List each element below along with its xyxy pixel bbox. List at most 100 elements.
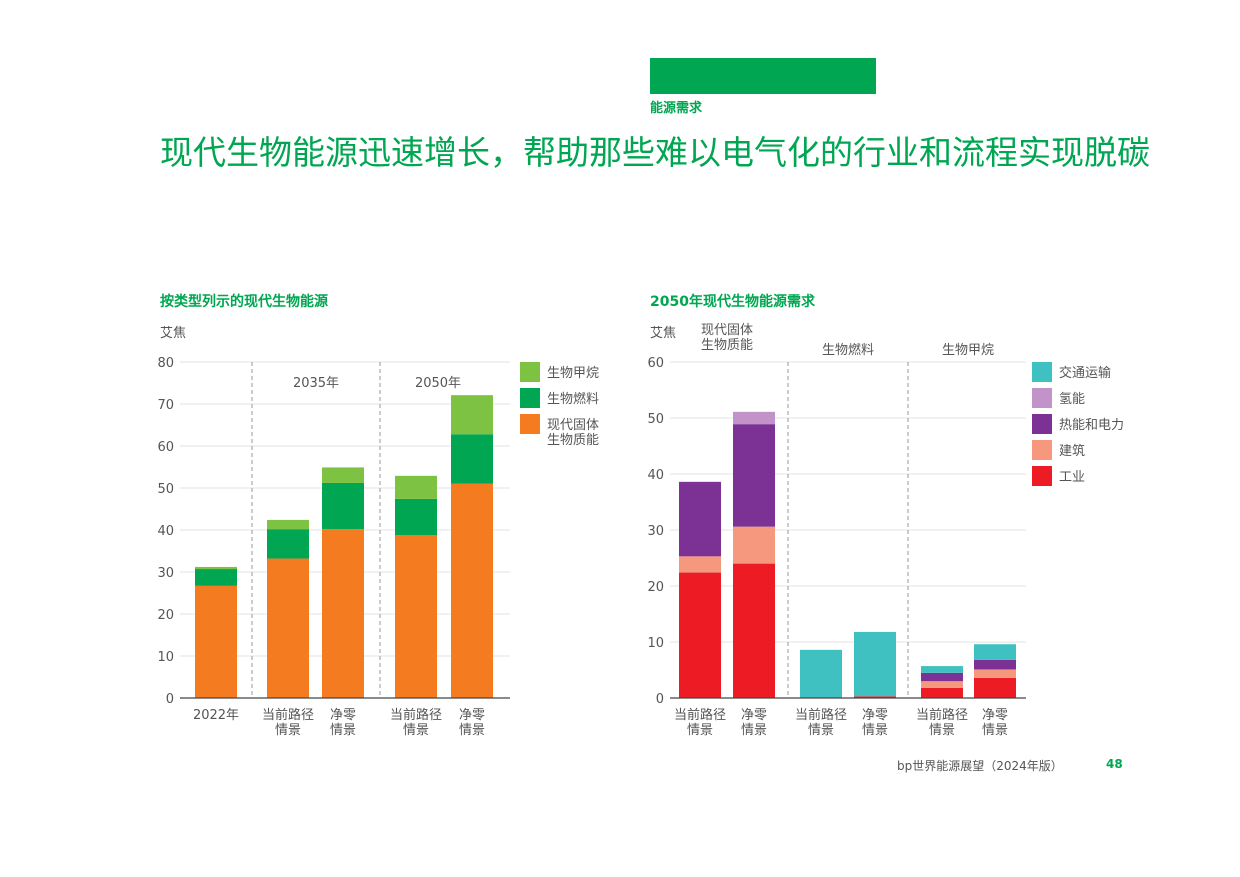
chart1-bar-2-series-2 [267,529,309,559]
chart2-category-label: 情景 [741,723,767,738]
chart1-legend-swatch [520,362,540,382]
chart2-category-label: 情景 [982,723,1008,738]
chart1-y-tick-label: 10 [157,650,174,665]
chart1-y-tick-label: 60 [157,440,174,455]
chart1-y-tick-label: 0 [166,692,174,707]
chart-2-title: 2050年现代生物能源需求 [650,294,815,310]
chart2-y-tick-label: 40 [647,468,664,483]
chart2-category-label: 情景 [808,723,834,738]
chart2-category-label: 当前路径 [916,707,968,723]
chart2-unit-label: 艾焦 [650,326,676,341]
chart2-legend-label: 交通运输 [1059,365,1111,381]
chart1-bar-5-series-1 [451,483,493,698]
chart1-bar-4-series-1 [395,535,437,698]
chart1-category-label: 情景 [275,723,301,738]
chart-1-title: 按类型列示的现代生物能源 [160,294,328,310]
chart1-bar-5-series-3 [451,395,493,435]
footer-publication: bp世界能源展望（2024年版） [897,759,1063,773]
chart1-unit-label: 艾焦 [160,326,186,341]
chart1-bar-1-series-3 [195,566,237,570]
chart2-bar-2-series-1 [733,563,775,698]
chart1-y-tick-label: 50 [157,482,174,497]
chart2-legend-label: 工业 [1059,470,1085,485]
chart2-group-label: 生物质能 [701,338,753,353]
chart1-y-tick-label: 80 [157,356,174,371]
chart1-category-label: 净零 [330,708,356,723]
chart1-group-label: 2050年 [415,376,461,391]
chart2-bar-5-series-5 [921,666,963,673]
chart2-y-tick-label: 50 [647,412,664,427]
chart2-bar-1-series-1 [679,572,721,698]
chart2-bar-1-series-2 [679,556,721,573]
chart2-bar-5-series-1 [921,687,963,698]
chart2-bar-6-series-3 [974,659,1016,670]
chart1-category-label: 当前路径 [262,707,314,723]
chart1-category-label: 情景 [403,723,429,738]
page-number: 48 [1106,757,1123,771]
chart1-bar-3-series-2 [322,482,364,530]
chart1-y-tick-label: 40 [157,524,174,539]
chart2-category-label: 净零 [982,708,1008,723]
chart2-category-label: 情景 [929,723,955,738]
chart2-bar-2-series-2 [733,526,775,564]
chart2-group-label: 生物燃料 [822,342,874,358]
chart2-group-label: 生物甲烷 [942,343,994,358]
chart2-legend-swatch [1032,440,1052,460]
chart1-category-label: 情景 [330,723,356,738]
chart2-category-label: 情景 [687,723,713,738]
chart2-legend-swatch [1032,414,1052,434]
page-title: 现代生物能源迅速增长，帮助那些难以电气化的行业和流程实现脱碳 [160,133,1150,172]
chart1-bar-3-series-1 [322,529,364,698]
chart2-bar-6-series-2 [974,669,1016,678]
chart1-category-label: 2022年 [193,708,239,723]
chart1-legend-label: 生物燃料 [547,391,599,407]
chart2-category-label: 情景 [862,723,888,738]
chart1-bar-2-series-3 [267,519,309,530]
chart1-legend-label: 生物甲烷 [547,366,599,381]
chart2-group-label: 现代固体 [701,323,753,338]
chart1-category-label: 情景 [459,723,485,738]
chart1-bar-4-series-2 [395,498,437,536]
chart1-y-tick-label: 70 [157,398,174,413]
chart2-y-tick-label: 0 [656,692,664,707]
chart1-bar-1-series-2 [195,569,237,586]
chart2-bar-4-series-5 [854,631,896,697]
chart1-y-tick-label: 30 [157,566,174,581]
section-color-bar [650,58,876,94]
chart2-category-label: 净零 [741,708,767,723]
chart2-legend-swatch [1032,466,1052,486]
chart2-y-tick-label: 60 [647,356,664,371]
section-label: 能源需求 [650,101,703,116]
chart1-category-label: 净零 [459,708,485,723]
chart2-legend-swatch [1032,388,1052,408]
chart2-bar-6-series-1 [974,677,1016,698]
chart1-legend-swatch [520,414,540,434]
chart1-bar-2-series-1 [267,558,309,698]
chart2-bar-1-series-3 [679,481,721,557]
chart2-legend-label: 热能和电力 [1059,418,1124,433]
chart1-category-label: 当前路径 [390,707,442,723]
chart2-category-label: 净零 [862,708,888,723]
chart2-bar-2-series-4 [733,411,775,425]
chart2-bar-2-series-3 [733,424,775,527]
chart2-legend-label: 氢能 [1059,392,1085,407]
chart2-bar-4-series-1 [854,696,896,698]
chart2-legend-swatch [1032,362,1052,382]
chart2-bar-3-series-5 [800,649,842,698]
chart1-legend-swatch [520,388,540,408]
chart2-category-label: 当前路径 [674,707,726,723]
chart2-category-label: 当前路径 [795,707,847,723]
chart1-bar-5-series-2 [451,434,493,484]
chart2-bar-5-series-3 [921,672,963,682]
chart1-y-tick-label: 20 [157,608,174,623]
chart2-y-tick-label: 20 [647,580,664,595]
chart2-y-tick-label: 30 [647,524,664,539]
chart2-bar-5-series-2 [921,681,963,688]
chart1-legend-label: 生物质能 [547,433,599,448]
chart1-bar-4-series-3 [395,475,437,499]
chart2-bar-6-series-5 [974,644,1016,660]
chart1-bar-1-series-1 [195,585,237,698]
chart1-group-label: 2035年 [293,376,339,391]
chart1-legend-label: 现代固体 [547,418,599,433]
